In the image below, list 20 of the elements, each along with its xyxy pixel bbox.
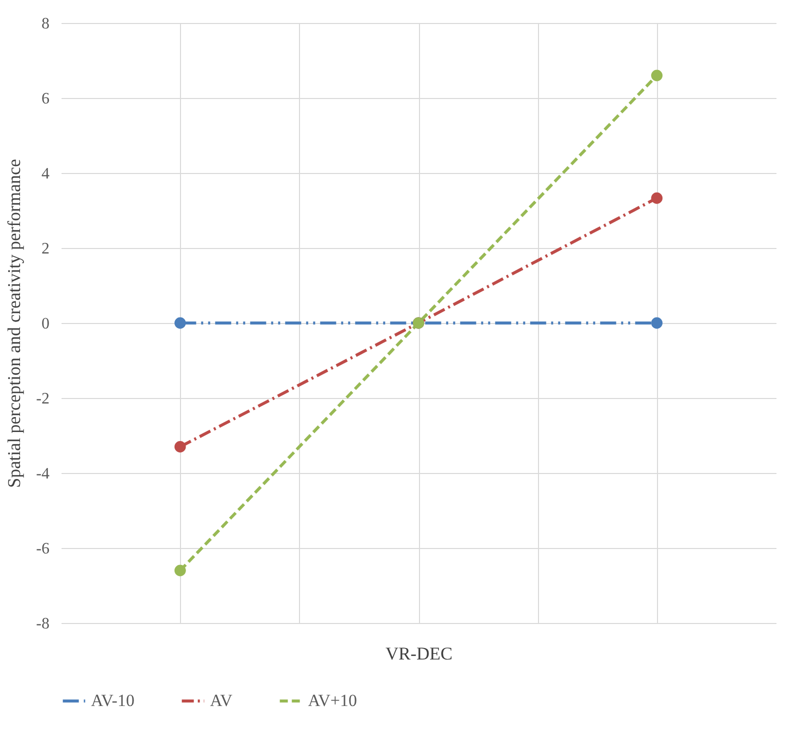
point [651,317,663,329]
point [174,441,186,452]
y-tick-label: -2 [36,390,50,408]
y-tick-label: -6 [36,540,50,558]
y-axis-title: Spatial perception and creativity performance [4,159,24,488]
y-tick-label: 8 [42,16,50,32]
y-tick-label: 2 [42,240,50,258]
y-tick-label: 4 [42,166,50,182]
legend-label: AV [210,691,234,710]
point [174,564,186,576]
y-tick-label: -8 [36,616,50,632]
y-tick-label: 0 [42,316,50,332]
x-axis-title: VR-DEC [386,644,452,664]
point [174,317,186,329]
point [651,70,663,82]
y-tick-label: 6 [42,90,50,108]
point [651,192,663,204]
legend-label: AV+10 [308,691,357,710]
legend-label: AV-10 [91,691,134,710]
y-tick-label: -4 [36,466,50,482]
